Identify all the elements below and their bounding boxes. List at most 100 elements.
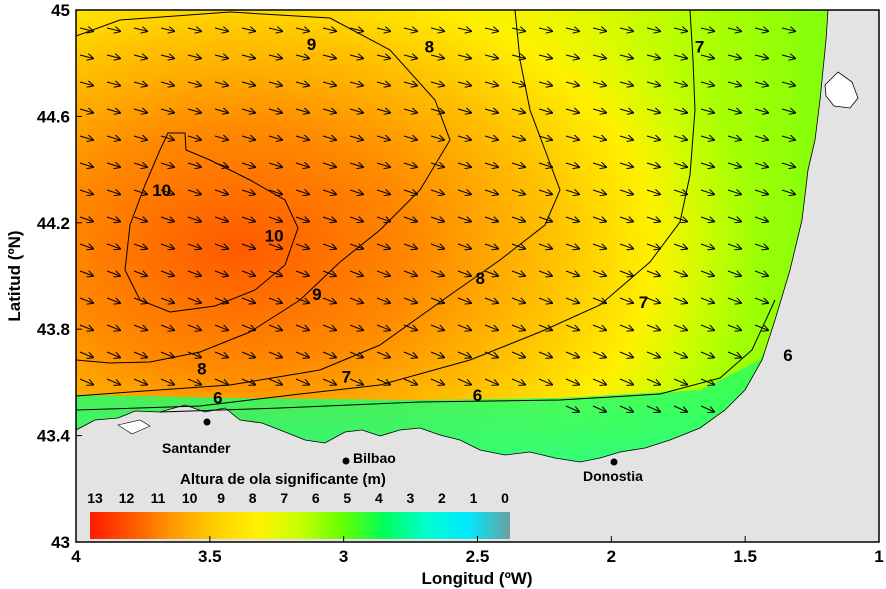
wave-arrow <box>106 297 120 303</box>
wave-arrow <box>619 136 633 140</box>
wave-arrow <box>376 109 390 113</box>
wave-arrow <box>349 136 363 140</box>
wave-arrow <box>268 55 282 58</box>
wave-arrow <box>160 378 174 385</box>
wave-arrow <box>673 109 687 113</box>
wave-arrow <box>457 55 471 58</box>
wave-arrow <box>349 271 363 276</box>
wave-arrow <box>322 351 336 357</box>
wave-arrow <box>727 297 741 303</box>
x-axis-label: Longitud (ºW) <box>422 569 533 588</box>
wave-arrow <box>619 271 633 276</box>
wave-arrow <box>430 163 444 167</box>
wave-arrow <box>214 190 228 194</box>
wave-arrow <box>295 163 309 167</box>
wave-arrow <box>187 351 201 357</box>
wave-arrow <box>349 190 363 194</box>
contour-label-7: 7 <box>695 38 704 57</box>
wave-arrow <box>403 28 417 31</box>
wave-arrow <box>106 378 120 385</box>
wave-arrow <box>673 405 687 412</box>
wave-arrow <box>106 244 120 249</box>
wave-arrow <box>376 136 390 140</box>
wave-arrow <box>187 109 201 113</box>
wave-arrow <box>430 190 444 194</box>
wave-arrow <box>538 217 552 221</box>
wave-arrow <box>430 109 444 113</box>
wave-arrow <box>430 297 444 303</box>
wave-arrow <box>79 190 93 194</box>
wave-arrow <box>538 297 552 303</box>
wave-arrow <box>349 297 363 303</box>
wave-arrow <box>700 109 714 113</box>
wave-arrow <box>700 405 714 412</box>
wave-arrow <box>376 190 390 194</box>
wave-arrow <box>781 28 795 31</box>
colorbar-tick-label: 2 <box>438 490 446 506</box>
colorbar-tick-label: 7 <box>280 490 288 506</box>
colorbar-tick-label: 6 <box>312 490 320 506</box>
wave-arrow <box>403 109 417 113</box>
wave-arrow <box>700 190 714 194</box>
wave-arrow <box>592 351 606 357</box>
wave-arrow <box>484 136 498 140</box>
wave-arrow <box>754 324 768 330</box>
contour-label-9: 9 <box>307 35 316 54</box>
wave-arrow <box>187 136 201 140</box>
wave-arrow <box>754 163 768 167</box>
wave-arrow <box>565 82 579 86</box>
wave-arrow <box>538 109 552 113</box>
wave-arrow <box>619 297 633 303</box>
wave-arrow <box>160 297 174 303</box>
contour-label-10: 10 <box>265 226 284 245</box>
wave-arrow <box>79 351 93 357</box>
wave-arrow <box>457 217 471 221</box>
wave-arrow <box>241 190 255 194</box>
wave-arrow <box>484 297 498 303</box>
wave-arrow <box>673 136 687 140</box>
wave-arrow <box>322 217 336 221</box>
wave-arrow <box>700 217 714 221</box>
contour-labels: 10 10 9 9 8 8 8 7 7 7 6 6 6 <box>152 35 793 408</box>
colorbar-tick-label: 0 <box>501 490 509 506</box>
city-santander: Santander <box>162 440 231 456</box>
wave-arrow <box>700 163 714 167</box>
wave-arrow <box>538 271 552 276</box>
wave-arrow <box>79 378 93 385</box>
wave-arrow <box>646 190 660 194</box>
wave-arrow <box>457 324 471 330</box>
wave-arrow <box>214 136 228 140</box>
wave-arrow <box>592 55 606 58</box>
wave-arrow <box>106 82 120 86</box>
wave-arrow <box>727 55 741 58</box>
wave-arrow <box>268 109 282 113</box>
wave-arrow <box>646 136 660 140</box>
wave-arrow <box>187 244 201 249</box>
wave-arrow <box>592 217 606 221</box>
wave-arrow <box>268 324 282 330</box>
wave-arrow <box>619 244 633 249</box>
wave-arrow <box>538 82 552 86</box>
wave-arrow <box>592 109 606 113</box>
city-bilbao: Bilbao <box>353 450 396 466</box>
wave-arrow <box>511 271 525 276</box>
wave-arrow <box>538 28 552 31</box>
contour-label-8: 8 <box>425 38 434 57</box>
wave-arrow <box>241 82 255 86</box>
wave-arrow <box>322 190 336 194</box>
wave-arrow <box>727 244 741 249</box>
wave-arrow <box>106 136 120 140</box>
wave-arrow <box>430 136 444 140</box>
wave-arrow <box>781 82 795 86</box>
wave-arrow <box>484 378 498 385</box>
colorbar-tick-label: 13 <box>87 490 103 506</box>
wave-arrow <box>133 324 147 330</box>
wave-arrow <box>727 351 741 357</box>
wave-arrow <box>511 82 525 86</box>
wave-arrow <box>727 82 741 86</box>
wave-arrow <box>79 55 93 58</box>
wave-arrow <box>403 297 417 303</box>
wave-arrow <box>376 163 390 167</box>
wave-arrow <box>619 217 633 221</box>
wave-arrow <box>565 351 579 357</box>
